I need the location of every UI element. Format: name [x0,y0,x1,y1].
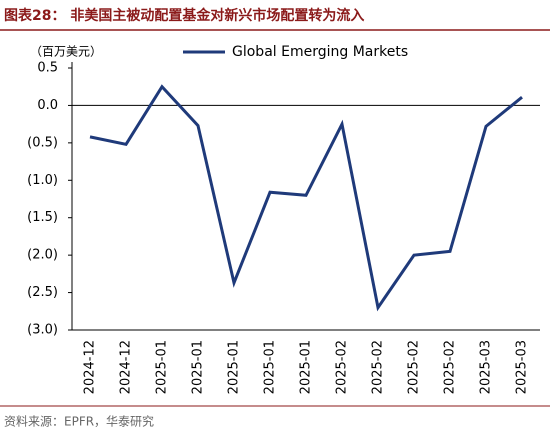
x-tick-label: 2025-01 [299,340,314,394]
x-tick-label: 2025-03 [515,340,530,394]
x-tick-label: 2025-03 [479,340,494,394]
x-tick-label: 2025-02 [407,340,422,394]
x-tick-label: 2025-01 [155,340,170,394]
source: 资料来源：EPFR，华泰研究 [4,414,154,429]
x-tick-label: 2025-01 [191,340,206,394]
chart-title: 图表28： 非美国主被动配置基金对新兴市场配置转为流入 [4,7,364,24]
y-tick-label: (1.0) [27,173,58,188]
y-axis-label: （百万美元） [30,45,102,59]
x-tick-label: 2025-01 [227,340,242,394]
y-tick-label: (1.5) [27,210,58,225]
y-tick-label: 0.5 [37,61,58,76]
x-tick-label: 2024-12 [119,340,134,394]
x-tick-label: 2024-12 [83,340,98,394]
x-tick-label: 2025-02 [443,340,458,394]
x-tick-label: 2025-01 [263,340,278,394]
y-tick-label: (3.0) [27,323,58,338]
y-tick-label: 0.0 [37,98,58,113]
y-tick-label: (2.0) [27,248,58,263]
y-tick-label: (2.5) [27,285,58,300]
x-tick-label: 2025-02 [371,340,386,394]
y-tick-label: (0.5) [27,135,58,150]
series-line [89,84,523,312]
legend-label: Global Emerging Markets [232,44,408,60]
x-tick-label: 2025-02 [335,340,350,394]
